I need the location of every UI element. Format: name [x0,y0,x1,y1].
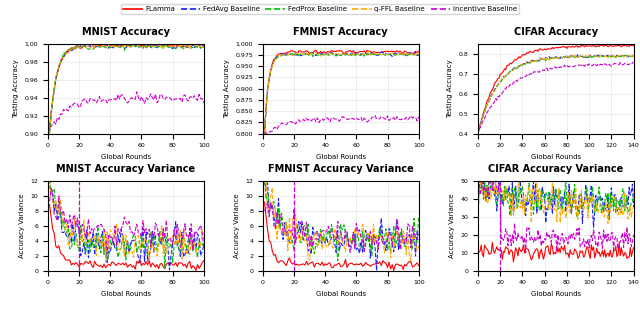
Y-axis label: Testing Accuracy: Testing Accuracy [447,59,452,118]
X-axis label: Global Rounds: Global Rounds [101,154,151,160]
Y-axis label: Accuracy Variance: Accuracy Variance [449,193,454,258]
Title: MNIST Accuracy: MNIST Accuracy [82,28,170,37]
Y-axis label: Testing Accuracy: Testing Accuracy [224,59,230,118]
Y-axis label: Accuracy Variance: Accuracy Variance [234,193,240,258]
X-axis label: Global Rounds: Global Rounds [101,291,151,297]
X-axis label: Global Rounds: Global Rounds [531,291,580,297]
X-axis label: Global Rounds: Global Rounds [316,154,366,160]
Y-axis label: Accuracy Variance: Accuracy Variance [19,193,25,258]
Title: CIFAR Accuracy Variance: CIFAR Accuracy Variance [488,164,623,174]
Legend: FLamma, FedAvg Baseline, FedProx Baseline, q-FFL Baseline, Incentive Baseline: FLamma, FedAvg Baseline, FedProx Baselin… [121,4,519,14]
X-axis label: Global Rounds: Global Rounds [531,154,580,160]
Y-axis label: Testing Accuracy: Testing Accuracy [13,59,19,118]
Title: FMNIST Accuracy Variance: FMNIST Accuracy Variance [268,164,413,174]
Title: CIFAR Accuracy: CIFAR Accuracy [514,28,598,37]
Title: FMNIST Accuracy: FMNIST Accuracy [294,28,388,37]
X-axis label: Global Rounds: Global Rounds [316,291,366,297]
Title: MNIST Accuracy Variance: MNIST Accuracy Variance [56,164,195,174]
